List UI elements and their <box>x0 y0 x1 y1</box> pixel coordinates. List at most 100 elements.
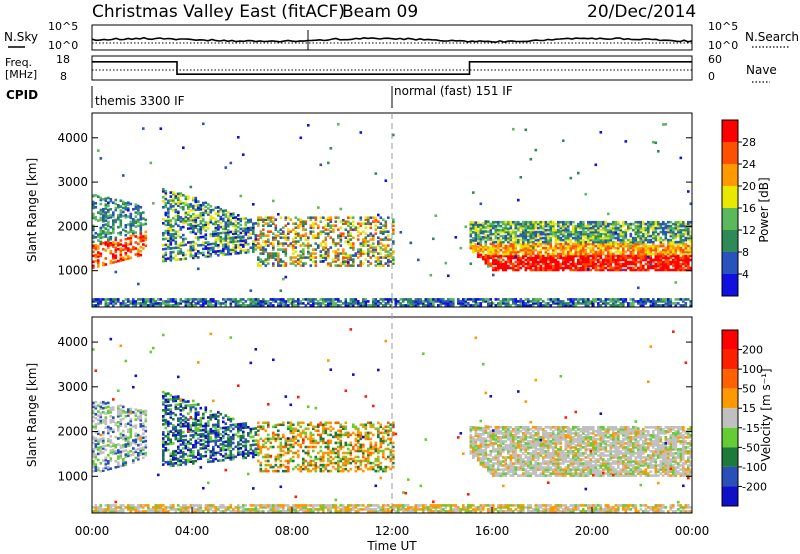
scatter-cell <box>92 462 95 465</box>
scatter-cell <box>317 232 320 235</box>
scatter-cell <box>667 258 670 262</box>
scatter-cell <box>322 226 325 229</box>
scatter-cell <box>117 451 120 454</box>
scatter-cell <box>479 249 483 253</box>
scatter-cell <box>239 239 243 243</box>
scatter-cell <box>337 248 340 251</box>
scatter-cell <box>644 232 648 236</box>
scatter-cell <box>127 223 130 226</box>
scatter-cell <box>612 300 615 303</box>
scatter-cell <box>127 237 130 240</box>
scatter-cell <box>187 448 190 452</box>
scatter-cell <box>194 508 198 511</box>
scatter-cell <box>452 298 455 301</box>
scatter-cell <box>364 302 368 305</box>
scatter-cell <box>194 196 198 200</box>
scatter-cell <box>669 250 673 254</box>
freq-label: Freq. <box>5 56 32 69</box>
scatter-cell <box>639 252 643 256</box>
scatter-cell <box>174 300 178 303</box>
scatter-cell <box>529 248 533 252</box>
scatter-cell <box>532 262 535 266</box>
scatter-cell <box>117 415 120 418</box>
scatter-cell <box>224 231 228 234</box>
scatter-cell <box>657 246 660 250</box>
freq-nave-series <box>92 61 692 75</box>
scatter-cell <box>624 300 628 303</box>
scatter-cell <box>574 228 578 232</box>
scatter-cell <box>174 451 178 455</box>
scatter-cell <box>569 240 573 244</box>
scatter-cell <box>527 302 530 305</box>
scatter-cell <box>272 248 275 251</box>
scatter-cell <box>122 417 125 421</box>
scatter-cell <box>129 230 133 234</box>
scatter-cell <box>647 246 650 250</box>
scatter-cell <box>214 212 218 215</box>
scatter-cell <box>139 235 143 239</box>
scatter-cell <box>572 236 575 240</box>
scatter-cell <box>672 260 675 264</box>
scatter-cell <box>622 264 625 268</box>
scatter-cell <box>622 222 625 226</box>
scatter-cell <box>547 236 550 240</box>
scatter-cell <box>667 252 670 256</box>
scatter-cell <box>654 256 658 260</box>
scatter-cell <box>574 238 578 242</box>
scatter-cell <box>189 438 193 441</box>
scatter-cell <box>182 422 185 426</box>
scatter-cell <box>212 304 215 307</box>
scatter-cell <box>92 348 95 351</box>
scatter-cell <box>479 202 483 206</box>
scatter-cell <box>102 400 105 404</box>
scatter-cell <box>182 221 185 225</box>
scatter-cell <box>592 240 595 244</box>
scatter-cell <box>497 242 500 246</box>
scatter-cell <box>179 417 183 420</box>
scatter-cell <box>562 230 565 234</box>
scatter-cell <box>347 256 350 259</box>
scatter-cell <box>489 242 493 246</box>
scatter-cell <box>484 300 488 303</box>
scatter-cell <box>189 250 193 254</box>
scatter-cell <box>557 300 560 303</box>
scatter-cell <box>472 223 475 226</box>
scatter-cell <box>204 446 208 450</box>
scatter-cell <box>337 234 340 237</box>
scatter-cell <box>174 457 178 460</box>
scatter-cell <box>499 262 503 266</box>
scatter-cell <box>372 254 375 257</box>
scatter-cell <box>622 220 625 224</box>
scatter-cell <box>252 240 255 243</box>
scatter-cell <box>582 302 585 305</box>
scatter-cell <box>129 216 133 220</box>
scatter-cell <box>489 228 493 232</box>
scatter-cell <box>327 300 330 303</box>
scatter-cell <box>674 266 678 270</box>
scatter-cell <box>634 254 638 258</box>
scatter-cell <box>324 258 328 261</box>
scatter-cell <box>119 418 123 421</box>
scatter-cell <box>194 220 198 224</box>
scatter-cell <box>589 250 593 254</box>
scatter-cell <box>99 216 103 220</box>
scatter-cell <box>594 234 598 238</box>
scatter-cell <box>147 298 150 301</box>
scatter-cell <box>392 230 395 233</box>
scatter-cell <box>117 206 120 209</box>
scatter-cell <box>177 218 180 221</box>
scatter-cell <box>537 238 540 242</box>
scatter-cell <box>642 228 645 232</box>
scatter-cell <box>577 230 580 234</box>
scatter-cell <box>519 250 523 254</box>
scatter-cell <box>429 300 433 303</box>
scatter-cell <box>602 302 605 305</box>
scatter-cell <box>184 219 188 223</box>
scatter-cell <box>329 230 333 233</box>
scatter-cell <box>99 415 103 419</box>
scatter-cell <box>189 209 193 212</box>
scatter-cell <box>329 147 333 150</box>
scatter-cell <box>127 454 130 458</box>
scatter-cell <box>179 419 183 422</box>
scatter-cell <box>514 244 518 248</box>
